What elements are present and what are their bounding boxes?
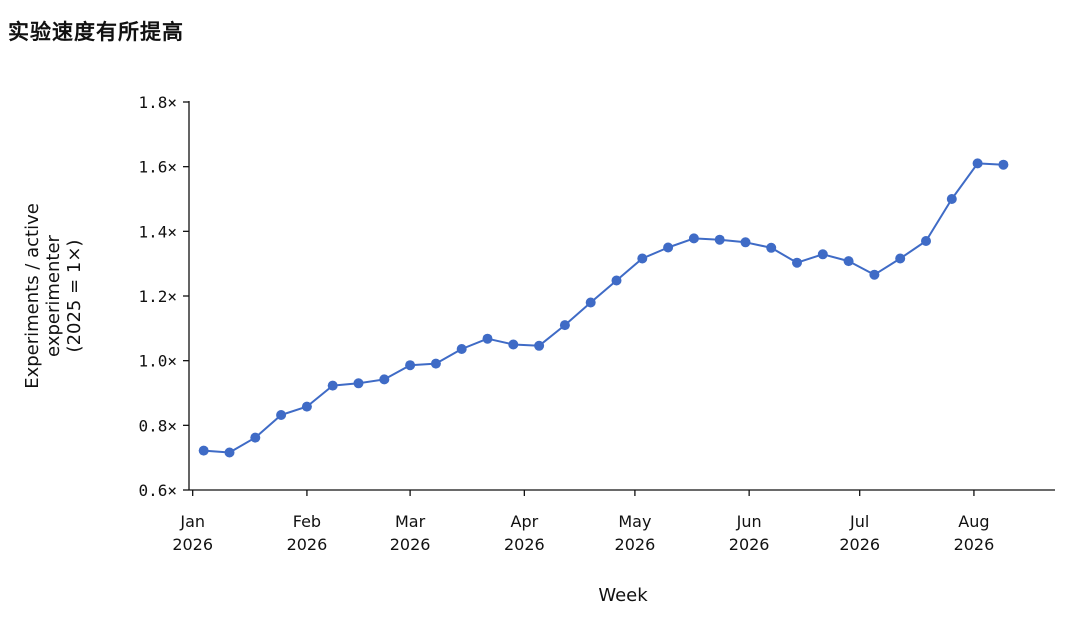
data-point [198,445,209,456]
x-axis-title: Week [598,585,648,606]
y-tick-label: 1.4× [138,222,177,241]
data-point [379,374,390,385]
y-tick-label: 1.6× [138,158,177,177]
data-point [817,249,828,260]
y-axis-title-line: (2025 = 1×) [64,240,85,353]
data-point [508,339,519,350]
x-tick-year-label: 2026 [839,535,880,554]
data-point [663,242,674,253]
data-point [405,360,416,371]
data-point [456,344,467,354]
y-axis-title: Experiments / active experimenter (2025 = … [22,203,85,389]
x-tick-year-label: 2026 [729,535,770,554]
y-axis-title-line: experimenter [43,234,64,356]
x-tick-label: Aug [958,512,989,531]
data-point [895,253,906,264]
data-point [353,378,364,389]
x-tick-year-label: 2026 [504,535,545,554]
data-point [585,297,596,308]
y-tick-label: 1.2× [138,287,177,306]
y-tick-label: 0.6× [138,481,177,500]
data-point [972,158,983,169]
x-tick-year-label: 2026 [287,535,328,554]
y-tick-label: 1.8× [138,93,177,112]
y-axis-title-line: Experiments / active [22,203,43,389]
data-point [276,410,287,420]
data-point [869,269,880,280]
data-point [534,340,545,351]
data-point [430,358,441,369]
x-tick-label: Jan [179,512,205,531]
data-point [714,234,725,245]
x-tick-label: May [618,512,651,531]
data-point [559,320,570,331]
series-line [203,162,1004,454]
x-tick-year-label: 2026 [172,535,213,554]
data-point [301,401,312,412]
x-tick-label: Apr [511,512,539,531]
data-point [843,256,854,267]
x-tick-year-label: 2026 [615,535,656,554]
data-point [327,380,338,391]
plot-area [198,158,1009,458]
data-point [921,236,931,246]
y-tick-label: 1.0× [138,352,177,371]
x-tick-label: Feb [293,512,321,531]
x-tick-label: Jun [736,512,762,531]
x-tick-year-label: 2026 [390,535,431,554]
data-point [250,432,261,443]
data-point [740,237,751,248]
chart-title: 实验速度有所提高 [8,20,184,44]
data-point [766,242,777,253]
data-point [688,233,699,244]
x-tick-year-label: 2026 [954,535,995,554]
data-point [998,159,1009,170]
axes: 0.6× 0.8× 1.0× 1.2× 1.4× 1.6× 1.8× Jan 2026 Feb 20… [138,93,1055,554]
data-point [482,333,493,344]
x-tick-label: Mar [395,512,426,531]
data-point [946,194,957,204]
data-point [611,275,622,286]
data-point [792,257,802,268]
data-point [224,447,235,458]
x-tick-label: Jul [849,512,869,531]
data-point [637,253,648,264]
y-tick-label: 0.8× [138,416,177,435]
